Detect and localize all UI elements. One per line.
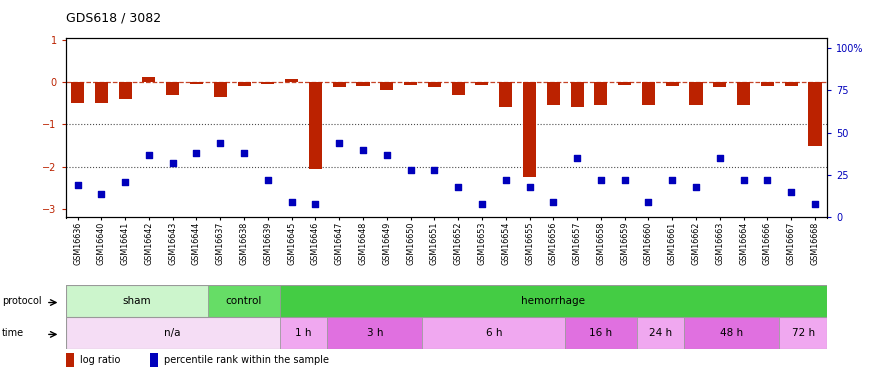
Bar — [332, 82, 346, 87]
Bar — [404, 82, 417, 86]
Bar — [666, 82, 679, 86]
Point — [808, 201, 822, 207]
Text: time: time — [2, 328, 24, 338]
Bar — [150, 353, 158, 367]
Text: 6 h: 6 h — [486, 328, 502, 338]
Point — [427, 167, 441, 173]
Bar — [690, 82, 703, 105]
Point — [760, 177, 774, 183]
Bar — [428, 82, 441, 87]
Point — [522, 184, 536, 190]
Bar — [737, 82, 750, 105]
Point — [94, 191, 108, 197]
Bar — [71, 82, 84, 103]
Bar — [166, 82, 179, 94]
Point — [142, 152, 156, 157]
Bar — [381, 82, 394, 90]
Text: hemorrhage: hemorrhage — [522, 296, 585, 306]
Point — [784, 189, 798, 195]
Bar — [761, 82, 774, 86]
Bar — [713, 82, 726, 87]
Point — [165, 160, 179, 166]
Bar — [118, 82, 131, 99]
Bar — [642, 82, 655, 105]
Text: 72 h: 72 h — [792, 328, 815, 338]
Bar — [94, 82, 108, 103]
Bar — [143, 77, 156, 82]
Bar — [637, 317, 684, 349]
Bar — [594, 82, 607, 105]
Point — [380, 152, 394, 157]
Point — [284, 199, 298, 205]
Bar — [808, 82, 822, 146]
Bar — [499, 82, 512, 107]
Text: protocol: protocol — [2, 296, 41, 306]
Bar — [237, 82, 250, 86]
Bar — [262, 82, 275, 84]
Text: 48 h: 48 h — [720, 328, 743, 338]
Bar — [780, 317, 827, 349]
Bar — [66, 317, 280, 349]
Point — [237, 150, 251, 156]
Bar — [66, 353, 74, 367]
Bar — [452, 82, 465, 94]
Point — [332, 140, 346, 146]
Bar — [208, 285, 280, 317]
Point — [594, 177, 608, 183]
Point — [475, 201, 489, 207]
Text: 16 h: 16 h — [590, 328, 612, 338]
Point — [452, 184, 466, 190]
Bar — [684, 317, 780, 349]
Point — [190, 150, 204, 156]
Text: 3 h: 3 h — [367, 328, 383, 338]
Bar — [570, 82, 584, 107]
Bar — [547, 82, 560, 105]
Point — [713, 155, 727, 161]
Point — [689, 184, 703, 190]
Bar — [785, 82, 798, 86]
Bar — [618, 82, 631, 86]
Bar — [327, 317, 423, 349]
Point — [214, 140, 228, 146]
Point — [261, 177, 275, 183]
Bar — [66, 285, 208, 317]
Point — [403, 167, 417, 173]
Point — [737, 177, 751, 183]
Bar — [309, 82, 322, 169]
Point — [118, 179, 132, 185]
Text: sham: sham — [123, 296, 151, 306]
Bar — [280, 317, 327, 349]
Point — [71, 182, 85, 188]
Text: control: control — [226, 296, 262, 306]
Text: log ratio: log ratio — [80, 355, 121, 365]
Point — [546, 199, 560, 205]
Bar — [356, 82, 369, 86]
Bar — [280, 285, 827, 317]
Point — [356, 147, 370, 153]
Text: n/a: n/a — [164, 328, 181, 338]
Point — [499, 177, 513, 183]
Bar — [190, 82, 203, 84]
Bar — [565, 317, 637, 349]
Point — [618, 177, 632, 183]
Point — [308, 201, 322, 207]
Bar — [423, 317, 565, 349]
Bar — [475, 82, 488, 86]
Text: 1 h: 1 h — [295, 328, 311, 338]
Point — [665, 177, 679, 183]
Point — [570, 155, 584, 161]
Bar — [285, 79, 298, 82]
Bar — [523, 82, 536, 177]
Text: GDS618 / 3082: GDS618 / 3082 — [66, 11, 161, 24]
Text: 24 h: 24 h — [648, 328, 672, 338]
Text: percentile rank within the sample: percentile rank within the sample — [164, 355, 329, 365]
Bar — [214, 82, 227, 97]
Point — [641, 199, 655, 205]
